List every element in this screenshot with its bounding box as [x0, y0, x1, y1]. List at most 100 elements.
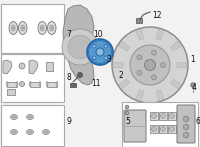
Text: 12: 12: [152, 10, 162, 20]
Ellipse shape: [42, 130, 50, 135]
Wedge shape: [177, 62, 187, 68]
Circle shape: [20, 81, 24, 86]
Bar: [7, 89, 15, 95]
Circle shape: [137, 70, 142, 75]
Text: 6: 6: [196, 117, 200, 126]
Bar: [150, 125, 158, 133]
Ellipse shape: [26, 115, 34, 120]
Circle shape: [152, 75, 157, 80]
Polygon shape: [3, 60, 12, 74]
Ellipse shape: [13, 116, 16, 118]
Circle shape: [152, 50, 157, 55]
Wedge shape: [156, 29, 164, 40]
Bar: [70, 83, 76, 87]
Bar: [30, 81, 40, 86]
Ellipse shape: [56, 81, 58, 86]
Ellipse shape: [11, 115, 18, 120]
Ellipse shape: [11, 130, 18, 135]
Wedge shape: [136, 90, 144, 101]
Text: 2: 2: [119, 71, 123, 80]
Wedge shape: [156, 90, 164, 101]
Circle shape: [191, 83, 195, 87]
Ellipse shape: [11, 25, 15, 31]
Circle shape: [104, 56, 108, 60]
Text: 8: 8: [67, 74, 71, 82]
Ellipse shape: [16, 81, 18, 86]
Text: 11: 11: [91, 78, 101, 87]
Bar: [47, 81, 57, 86]
Polygon shape: [63, 5, 94, 85]
Wedge shape: [171, 79, 182, 89]
Bar: [46, 62, 53, 71]
Circle shape: [87, 39, 113, 65]
Text: 1: 1: [191, 56, 195, 65]
Circle shape: [22, 27, 24, 29]
Ellipse shape: [9, 21, 18, 35]
FancyBboxPatch shape: [124, 110, 146, 142]
Bar: [7, 81, 17, 86]
Circle shape: [185, 134, 187, 136]
Circle shape: [41, 27, 43, 29]
Ellipse shape: [29, 131, 32, 133]
Bar: [159, 112, 167, 120]
Circle shape: [125, 111, 129, 115]
Circle shape: [160, 127, 166, 132]
Circle shape: [185, 126, 187, 128]
Circle shape: [160, 113, 166, 118]
Circle shape: [68, 35, 92, 59]
Ellipse shape: [26, 130, 34, 135]
Ellipse shape: [29, 81, 31, 86]
FancyBboxPatch shape: [0, 4, 64, 52]
Bar: [159, 125, 167, 133]
Ellipse shape: [6, 81, 8, 86]
Wedge shape: [118, 41, 129, 51]
Ellipse shape: [50, 25, 54, 31]
Circle shape: [137, 55, 142, 60]
Bar: [150, 112, 158, 120]
Circle shape: [19, 63, 25, 69]
Circle shape: [96, 48, 104, 56]
Wedge shape: [118, 79, 129, 89]
Ellipse shape: [13, 131, 16, 133]
Polygon shape: [29, 60, 38, 74]
Text: 4: 4: [192, 82, 196, 91]
Circle shape: [125, 105, 129, 109]
FancyBboxPatch shape: [177, 105, 195, 143]
Circle shape: [130, 45, 170, 85]
Circle shape: [185, 118, 187, 120]
Ellipse shape: [18, 21, 27, 35]
Circle shape: [92, 44, 96, 48]
Text: 7: 7: [67, 30, 71, 40]
Bar: [168, 112, 176, 120]
Ellipse shape: [44, 131, 48, 133]
Circle shape: [170, 127, 174, 132]
Bar: [136, 18, 142, 23]
Bar: [168, 125, 176, 133]
Ellipse shape: [39, 81, 41, 86]
Circle shape: [78, 72, 83, 77]
Circle shape: [112, 27, 188, 103]
Circle shape: [51, 27, 53, 29]
Circle shape: [160, 62, 166, 67]
Circle shape: [12, 27, 14, 29]
Circle shape: [170, 113, 174, 118]
Ellipse shape: [21, 25, 25, 31]
Ellipse shape: [40, 25, 44, 31]
Circle shape: [104, 44, 108, 48]
Text: 5: 5: [126, 117, 130, 126]
Circle shape: [152, 127, 156, 132]
Text: 3: 3: [107, 56, 111, 65]
Circle shape: [92, 56, 96, 60]
Ellipse shape: [38, 21, 46, 35]
Text: 10: 10: [93, 30, 103, 40]
Wedge shape: [171, 41, 182, 51]
Ellipse shape: [46, 81, 48, 86]
Circle shape: [144, 60, 156, 71]
FancyBboxPatch shape: [0, 54, 64, 101]
Circle shape: [62, 29, 98, 65]
Wedge shape: [113, 62, 123, 68]
Ellipse shape: [29, 116, 32, 118]
Text: 9: 9: [67, 117, 71, 127]
FancyBboxPatch shape: [0, 105, 64, 146]
Wedge shape: [136, 29, 144, 40]
